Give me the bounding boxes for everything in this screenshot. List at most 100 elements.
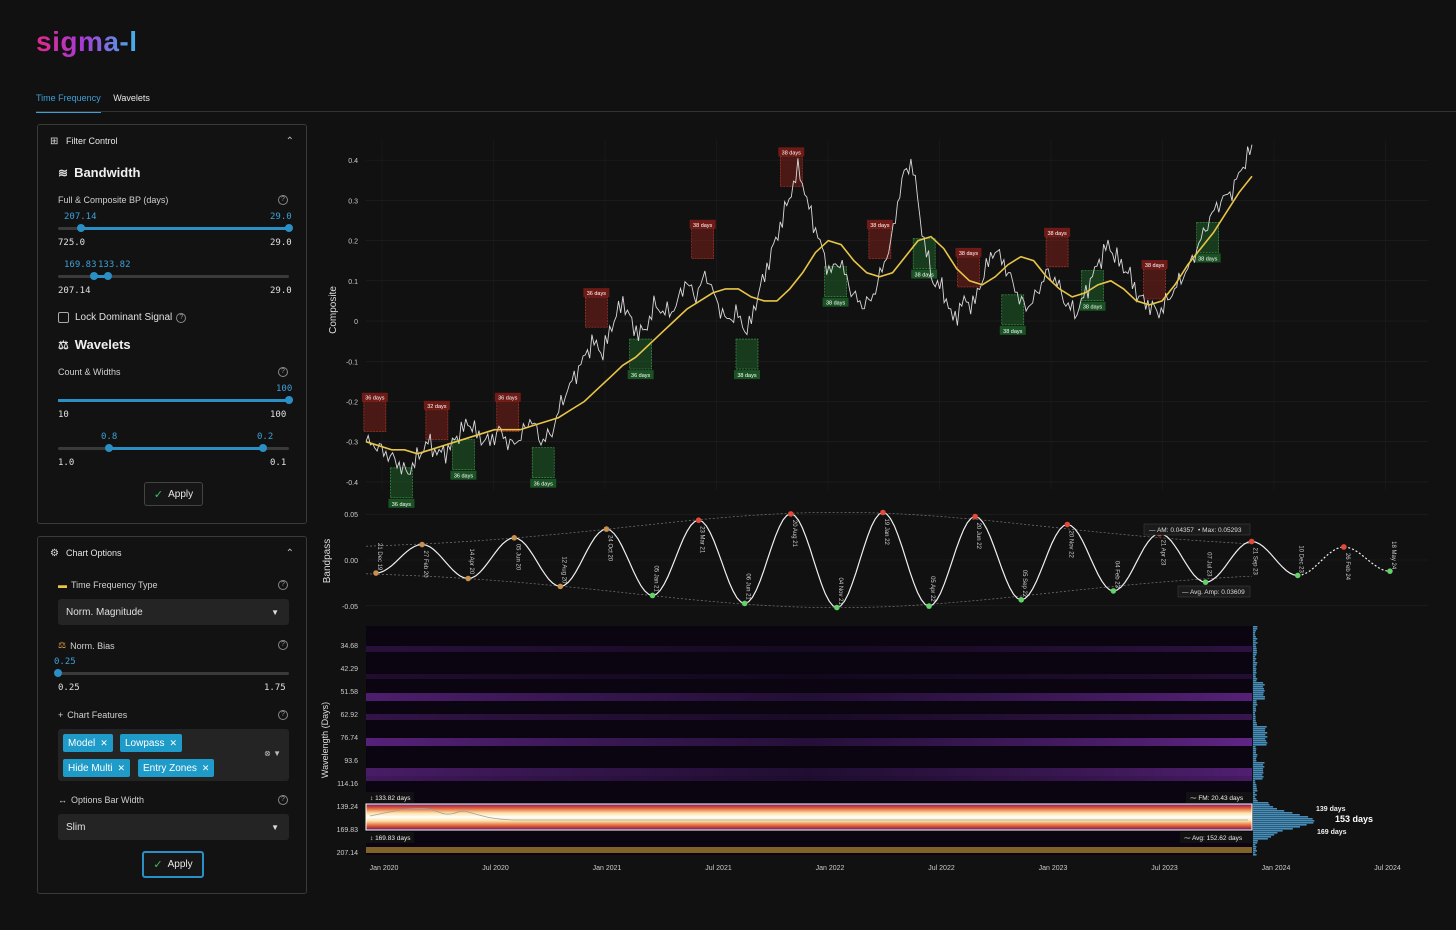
histogram-bar — [1253, 758, 1256, 760]
histogram-bar — [1253, 686, 1263, 688]
clear-and-caret-icon[interactable]: ⊗ ▼ — [264, 749, 281, 758]
avg-label: ⁓ Avg: 152.62 days — [1184, 835, 1243, 842]
heatmap-xtick: Jan 2022 — [816, 865, 845, 872]
close-icon[interactable]: ✕ — [100, 738, 108, 749]
bp-slider1-high-knob[interactable] — [285, 224, 293, 232]
composite-ytick: 0.4 — [348, 158, 358, 165]
heatmap-xtick: Jul 2024 — [1374, 865, 1401, 872]
histogram-bar — [1253, 734, 1265, 736]
turning-point-date: 04 Feb 23 — [1113, 561, 1119, 589]
histogram-bar — [1253, 694, 1263, 696]
norm-bias-knob[interactable] — [54, 669, 62, 677]
feature-tag-lowpass[interactable]: Lowpass ✕ — [120, 734, 182, 752]
bp-slider1[interactable] — [58, 227, 289, 230]
histogram-bar — [1253, 684, 1265, 686]
composite-ylabel: Composite — [328, 286, 339, 334]
filter-apply-label: Apply — [168, 489, 193, 500]
bp-slider1-low-knob[interactable] — [77, 224, 85, 232]
marker-label: 38 days — [959, 251, 979, 257]
heat-band — [366, 847, 1252, 853]
feature-tag-label: Model — [68, 738, 95, 749]
bar-width-select[interactable]: Slim ▼ — [58, 814, 289, 840]
bp-slider2-high-knob[interactable] — [104, 272, 112, 280]
histogram-bar — [1253, 712, 1255, 714]
help-icon[interactable]: ? — [278, 580, 288, 590]
turning-point-date: 10 Dec 23 — [1298, 545, 1304, 573]
norm-bias-slider[interactable] — [58, 672, 289, 675]
help-icon[interactable]: ? — [176, 313, 186, 323]
wv-count-slider[interactable] — [58, 399, 289, 402]
histogram-bar — [1253, 626, 1257, 628]
help-icon[interactable]: ? — [278, 367, 288, 377]
wavelength-heatmap[interactable]: Wavelength (Days) ↕ 133.82 days ↕ 169.83… — [320, 626, 1401, 872]
feature-tag-hide-multi[interactable]: Hide Multi ✕ — [63, 759, 130, 777]
histogram-bar — [1253, 756, 1257, 758]
bp-slider1-max: 29.0 — [270, 238, 292, 248]
wv-slider2-low-value: 0.8 — [101, 432, 117, 442]
chevron-up-icon[interactable]: ⌃ — [286, 136, 294, 147]
bandpass-chart[interactable]: Bandpass 0.05 0.00 -0.05 21 Dec 19 27 Feb 2… — [322, 510, 1428, 611]
bp-slider1-range — [81, 227, 289, 230]
close-icon[interactable]: ✕ — [202, 763, 210, 774]
turning-point-date: 07 Jul 23 — [1206, 552, 1212, 577]
bp-slider2-low-knob[interactable] — [90, 272, 98, 280]
chevron-up-icon[interactable]: ⌃ — [286, 548, 294, 559]
bp-slider2-max: 29.0 — [270, 286, 292, 296]
lock-dominant-checkbox[interactable]: Lock Dominant Signal ? — [58, 312, 186, 323]
options-apply-button[interactable]: ✓ Apply — [142, 851, 204, 878]
turning-point-date: 21 Apr 23 — [1159, 540, 1165, 566]
filter-apply-button[interactable]: ✓ Apply — [144, 482, 203, 506]
wv-width-slider[interactable] — [58, 447, 289, 450]
histogram-bar — [1253, 630, 1256, 632]
help-icon[interactable]: ? — [278, 195, 288, 205]
peak-zone — [1144, 269, 1166, 299]
marker-label: 36 days — [454, 474, 474, 480]
feature-tag-label: Lowpass — [125, 738, 164, 749]
help-icon[interactable]: ? — [278, 710, 288, 720]
heatmap-xtick: Jul 2023 — [1151, 865, 1178, 872]
tf-type-select[interactable]: Norm. Magnitude ▼ — [58, 599, 289, 625]
histogram-bar — [1253, 676, 1256, 678]
histogram-bar — [1253, 736, 1267, 738]
filter-control-header[interactable]: ⊞ Filter Control ⌃ — [38, 125, 306, 157]
marker-label: 36 days — [392, 502, 412, 508]
wv-slider2-high-value: 0.2 — [257, 432, 273, 442]
close-icon[interactable]: ✕ — [169, 738, 177, 749]
histogram-bar — [1253, 650, 1257, 652]
composite-chart[interactable]: Composite 0.40.30.20.10-0.1-0.2-0.3-0.4 … — [328, 140, 1428, 508]
histogram-bar — [1253, 846, 1256, 848]
close-icon[interactable]: ✕ — [117, 763, 125, 774]
histogram-bar — [1253, 720, 1256, 722]
wv-slider2-min: 1.0 — [58, 458, 74, 468]
charts-svg[interactable]: Composite 0.40.30.20.10-0.1-0.2-0.3-0.4 … — [318, 120, 1448, 880]
feature-tag-model[interactable]: Model ✕ — [63, 734, 113, 752]
wv-count-knob[interactable] — [285, 396, 293, 404]
checkbox-box[interactable] — [58, 312, 69, 323]
histogram-bar — [1253, 708, 1256, 710]
trough-point — [926, 603, 932, 609]
help-icon[interactable]: ? — [278, 640, 288, 650]
wv-width-low-knob[interactable] — [105, 444, 113, 452]
histogram-bar — [1253, 852, 1255, 854]
tab-wavelets[interactable]: Wavelets — [113, 93, 150, 111]
feature-tag-entry-zones[interactable]: Entry Zones ✕ — [138, 759, 214, 777]
bandwidth-title-text: Bandwidth — [74, 165, 140, 180]
histogram-bar — [1253, 760, 1256, 762]
heatmap-xtick: Jan 2020 — [370, 865, 399, 872]
histogram-bar — [1253, 808, 1277, 810]
histogram-bar — [1253, 784, 1256, 786]
heat-band — [366, 714, 1252, 720]
peak-zone — [585, 297, 607, 327]
chart-features-multiselect[interactable]: Model ✕ Lowpass ✕ Hide Multi ✕ Entry Zones ✕… — [58, 729, 289, 781]
help-icon[interactable]: ? — [278, 795, 288, 805]
bp-slider2[interactable] — [58, 275, 289, 278]
peak-point — [419, 542, 425, 548]
chart-options-header[interactable]: ⚙ Chart Options ⌃ — [38, 537, 306, 569]
chart-area: Composite 0.4 0.3 0.2 0.1 0 -0.1 -0.2 -0.3 -0.4 … — [318, 120, 1448, 885]
wv-width-high-knob[interactable] — [259, 444, 267, 452]
marker-label: 38 days — [693, 223, 713, 229]
tab-time-frequency[interactable]: Time Frequency — [36, 93, 101, 113]
max-label: • Max: 0.05293 — [1198, 527, 1242, 534]
histogram-bar — [1253, 818, 1313, 820]
heatmap-ytick: 76.74 — [340, 735, 358, 742]
